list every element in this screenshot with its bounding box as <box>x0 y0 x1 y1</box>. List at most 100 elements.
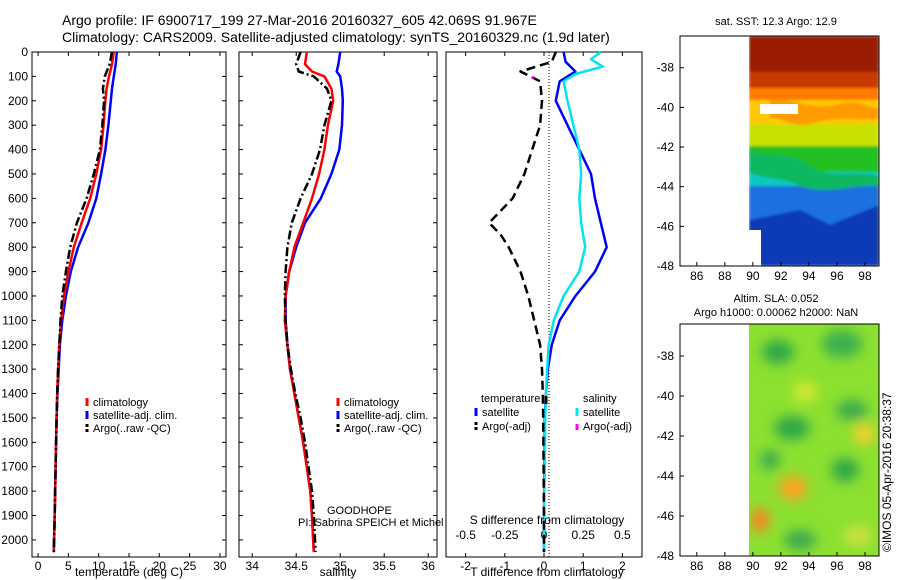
legend-label-s-argo: Argo(-adj) <box>583 421 632 433</box>
difference-legend: temperature satellite Argo(-adj) salinit… <box>474 393 632 433</box>
map-y-tick-label: -38 <box>657 349 675 363</box>
sst-map-title: sat. SST: 12.3 Argo: 12.9 <box>715 16 837 28</box>
series-line-argo-raw-qc <box>52 51 114 553</box>
sla-high-2 <box>854 424 874 444</box>
legend-title-temperature: temperature <box>481 393 540 405</box>
salinity-series <box>283 51 345 553</box>
map-x-tick-label: 90 <box>746 269 760 283</box>
map-y-tick-label: -42 <box>657 429 675 443</box>
legend-label-t-satellite: satellite <box>482 407 519 419</box>
x-tick-label: -1 <box>499 559 510 573</box>
map-x-tick-label: 92 <box>774 269 788 283</box>
x-tick-label: 36 <box>422 559 436 573</box>
annotation-project: GOODHOPE <box>327 505 392 517</box>
temperature-x-ticks: 0 5 10 15 20 25 30 <box>35 52 227 573</box>
difference-x-ticks: -2 -1 0 1 2 <box>460 52 626 573</box>
x-tick-label: 15 <box>122 559 136 573</box>
y-tick-label: 500 <box>8 167 28 181</box>
y-tick-label: 600 <box>8 191 28 205</box>
y-tick-label: 1100 <box>2 313 28 327</box>
sla-low-4 <box>836 400 868 420</box>
y-tick-label: 200 <box>8 94 28 108</box>
y-tick-label: 300 <box>8 118 28 132</box>
annotation-pi: PI: Sabrina SPEICH et Michel ARHAN <box>298 517 485 529</box>
y-tick-label: 1700 <box>1 460 28 474</box>
difference-x2label: S difference from climatology <box>470 513 625 527</box>
map-y-tick-label: -48 <box>657 259 675 273</box>
x2-tick-label: 0.5 <box>614 528 631 542</box>
difference-xlabel: T difference from climatology <box>470 565 624 579</box>
map-y-tick-label: -40 <box>657 100 675 114</box>
salinity-y-ticks <box>239 51 437 541</box>
sla-heatmap <box>749 324 879 556</box>
y-tick-label: 1400 <box>1 387 28 401</box>
legend-title-salinity: salinity <box>583 393 617 405</box>
map-y-tick-label: -46 <box>657 509 675 523</box>
y-tick-label: 0 <box>21 45 28 59</box>
map-x-tick-label: 98 <box>858 559 872 573</box>
figure-title-line1: Argo profile: IF 6900717_199 27-Mar-2016… <box>62 12 537 28</box>
legend-label-satellite: satellite-adj. clim. <box>93 410 177 422</box>
salinity-xlabel: salinity <box>320 565 357 579</box>
sla-low-3 <box>774 416 810 440</box>
x-tick-label: 35 <box>334 559 348 573</box>
legend-label-satellite: satellite-adj. clim. <box>344 410 428 422</box>
x-tick-label: 35.5 <box>373 559 397 573</box>
sla-map-title-line1: Altim. SLA: 0.052 <box>734 293 819 305</box>
y-tick-label: 2000 <box>1 533 28 547</box>
x-tick-label: 5 <box>65 559 72 573</box>
map-x-tick-label: 96 <box>830 559 844 573</box>
salinity-axes-box <box>238 51 438 558</box>
temperature-legend: climatology satellite-adj. clim. Argo(..… <box>85 397 177 435</box>
map-x-tick-label: 92 <box>774 559 788 573</box>
difference-panel: -2 -1 0 1 2 -0.5 -0.25 0 0.25 0.5 T difference f… <box>445 50 643 579</box>
salinity-x-ticks: 34 34.5 35 35.5 36 <box>246 52 436 573</box>
difference-series <box>487 50 608 553</box>
map-x-tick-label: 98 <box>858 269 872 283</box>
sst-cloud-gap-2 <box>749 230 761 266</box>
x-tick-label: -2 <box>460 559 471 573</box>
sst-map-frame <box>679 35 880 267</box>
sst-map-y-ticks: -38 -40 -42 -44 -46 -48 <box>657 61 684 273</box>
x-tick-label: 30 <box>213 559 227 573</box>
sst-heatmap <box>749 36 879 266</box>
legend-label-s-satellite: satellite <box>583 407 620 419</box>
sla-map-frame <box>679 323 880 557</box>
temperature-panel: 0100200300400500600700800900100011001200… <box>1 45 227 579</box>
sst-map-panel: sat. SST: 12.3 Argo: 12.9 86 88 90 92 94 96 98… <box>657 16 880 283</box>
sla-low-7 <box>760 450 780 470</box>
sla-low-6 <box>784 530 816 550</box>
map-x-tick-label: 96 <box>830 269 844 283</box>
sst-map-x-ticks: 86 88 90 92 94 96 98 <box>690 262 872 283</box>
sst-band-deepblue <box>749 205 879 266</box>
map-x-tick-label: 90 <box>746 559 760 573</box>
sla-high-4 <box>751 508 769 532</box>
y-tick-label: 1600 <box>1 435 28 449</box>
map-y-tick-label: -40 <box>657 389 675 403</box>
series-line-t-argo-adj <box>487 51 557 553</box>
map-y-tick-label: -48 <box>657 549 675 563</box>
y-tick-label: 1800 <box>1 484 28 498</box>
sst-band-front <box>749 150 879 191</box>
sla-low-5 <box>831 458 859 482</box>
x-tick-label: 1 <box>580 559 587 573</box>
map-x-tick-label: 86 <box>690 559 704 573</box>
y-tick-label: 700 <box>8 216 28 230</box>
y-tick-label: 100 <box>8 69 28 83</box>
sla-high-1 <box>793 382 817 402</box>
x-tick-label: 0 <box>35 559 42 573</box>
y-tick-label: 1000 <box>1 289 28 303</box>
x-tick-label: 25 <box>183 559 197 573</box>
y-tick-label: 1900 <box>1 509 28 523</box>
y-tick-label: 1500 <box>1 411 28 425</box>
map-x-tick-label: 94 <box>802 559 816 573</box>
credit-text: ©IMOS 05-Apr-2016 20:38:37 <box>880 392 894 552</box>
legend-label-t-argo: Argo(-adj) <box>482 421 531 433</box>
y-tick-label: 400 <box>8 143 28 157</box>
legend-label-argo: Argo(..raw -QC) <box>344 423 422 435</box>
series-line-s-argo-adj <box>531 76 535 80</box>
legend-label-argo: Argo(..raw -QC) <box>93 423 171 435</box>
sla-map-panel: Altim. SLA: 0.052 Argo h1000: 0.00062 h2… <box>657 293 880 573</box>
sla-map-y-ticks: -38 -40 -42 -44 -46 -48 <box>657 349 684 563</box>
